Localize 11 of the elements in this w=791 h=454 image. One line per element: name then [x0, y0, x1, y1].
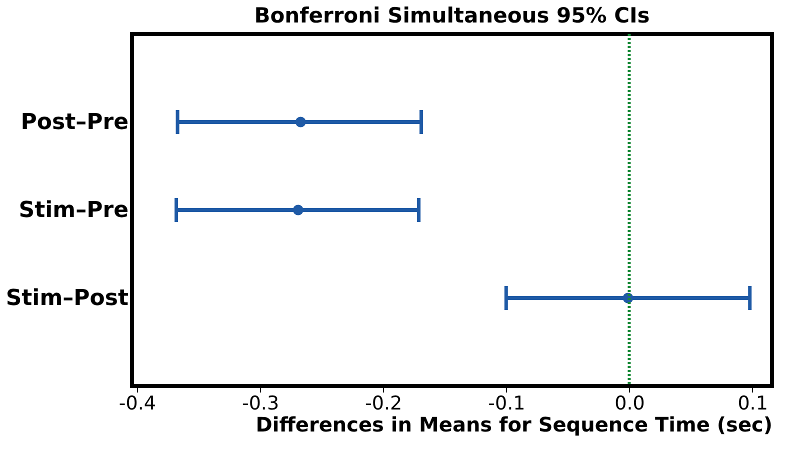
x-axis-title: Differences in Means for Sequence Time (sec) [256, 412, 772, 436]
y-tick-label: Stim–Pre [18, 198, 128, 223]
x-tick-label: 0.0 [614, 392, 645, 414]
x-tick-label: -0.3 [242, 392, 280, 414]
x-tick-label: 0.1 [738, 392, 768, 414]
y-tick-label: Post–Pre [20, 110, 128, 135]
x-tick-label: -0.4 [118, 392, 156, 414]
x-tick-label: -0.2 [365, 392, 402, 414]
chart-title: Bonferroni Simultaneous 95% CIs [254, 4, 650, 28]
x-tick-label: -0.1 [488, 392, 526, 414]
y-tick-label: Stim–Post [6, 286, 129, 311]
